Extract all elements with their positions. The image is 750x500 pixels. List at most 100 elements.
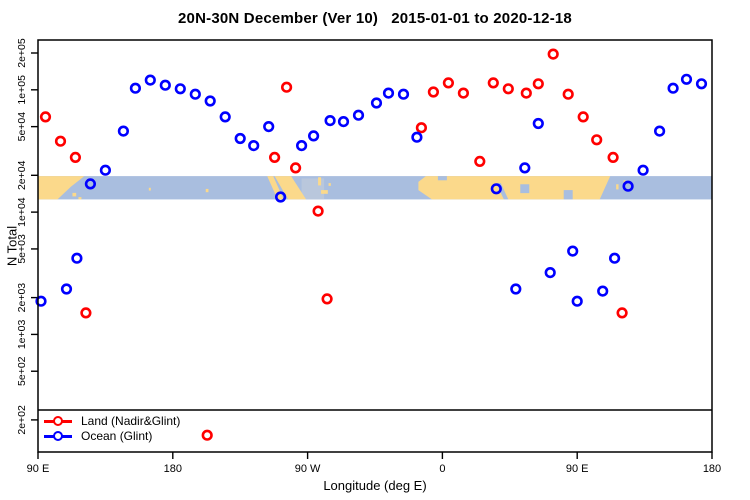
chart-title: 20N-30N December (Ver 10) 2015-01-01 to … [178,10,572,27]
ocean-data-point [532,117,544,130]
ocean-data-point [60,283,73,295]
land-data-point [269,151,281,163]
land-data-point [80,307,92,319]
x-tick-label: 90 E [566,463,589,475]
y-tick-label: 2e+02 [16,405,28,435]
land-data-point [474,155,486,167]
map-water-bay-of-bengal [563,190,573,200]
ocean-data-point [597,285,609,297]
land-data-point [442,77,455,89]
map-island [321,190,328,194]
ocean-data-point [71,252,83,264]
land-data-point [577,111,589,123]
ocean-data-point [219,111,231,123]
y-tick-label: 2e+03 [16,283,28,313]
land-data-point [520,87,532,99]
ocean-data-point [204,95,216,107]
ocean-data-point [567,245,579,257]
map-island [616,184,619,190]
ocean-data-point [159,79,171,91]
y-tick-label: 5e+02 [16,356,28,386]
land-data-point [591,134,603,146]
ocean-data-point [490,183,502,195]
legend-item-ocean: Ocean (Glint) [44,429,152,443]
map-island [318,177,322,186]
ocean-data-point [653,125,666,137]
ocean-data-point [337,115,350,128]
ocean-data-point [35,295,47,307]
ocean-data-point [144,74,156,86]
x-tick-label: 90 W [295,463,321,475]
y-tick-label: 5e+04 [16,112,28,142]
map-land-mexico [274,176,307,200]
ocean-data-point [510,283,522,295]
y-tick-label: 1e+04 [16,197,28,227]
ocean-series-marker-icon [44,430,72,441]
ocean-data-point [397,88,410,100]
map-island [328,183,331,186]
ocean-data-point [352,109,365,121]
land-data-point [616,307,628,319]
ocean-data-point [411,131,423,143]
legend-item-land: Land (Nadir&Glint) [44,414,180,428]
ocean-data-point [544,267,556,279]
map-island [72,192,77,197]
ocean-data-point [296,140,308,152]
map-land-africa-arabia-asia [418,176,611,200]
map-water-mediterranean [437,176,447,181]
y-tick-label: 2e+05 [16,38,28,68]
x-tick-label: 180 [703,463,721,475]
x-axis-label: Longitude (deg E) [323,478,427,493]
land-data-point [427,86,440,98]
ocean-data-point [234,132,246,145]
ocean-data-point [248,140,260,152]
land-data-point [321,293,333,305]
ocean-data-point [519,162,531,174]
y-axis-label: N Total [4,225,20,267]
ocean-data-point [382,87,395,99]
y-tick-label: 5e+03 [16,234,28,264]
x-tick-label: 90 E [27,463,50,475]
ocean-data-point [637,164,649,176]
land-data-point [290,162,302,174]
land-data-point [502,83,514,95]
map-land-asia-east [38,176,85,200]
map-band-ocean [38,176,712,200]
land-data-point [415,122,428,134]
ocean-data-point [571,295,583,307]
ocean-data-point [174,83,186,95]
land-data-point [457,87,470,99]
ocean-data-point [695,78,708,90]
land-data-point [532,78,544,90]
ocean-data-point [189,88,201,100]
land-data-point [312,205,324,217]
map-island [623,180,626,184]
ocean-data-point [84,178,96,190]
ocean-data-point [667,82,679,94]
map-island [78,197,82,200]
ocean-data-point [608,252,621,264]
land-data-point [281,81,293,93]
x-tick-label: 0 [439,463,445,475]
land-data-point [39,111,52,123]
y-tick-label: 1e+03 [16,320,28,350]
ocean-data-point [117,125,129,137]
map-island [205,188,209,193]
ocean-data-point [324,114,336,127]
map-water-persian-gulf [520,184,530,194]
ocean-data-point [275,191,287,203]
legend-label-land: Land (Nadir&Glint) [81,414,181,428]
land-series-marker-icon [44,415,72,426]
ocean-data-point [263,120,275,133]
ocean-data-point [370,97,383,109]
plot-border [37,39,713,453]
ocean-data-point [99,164,111,176]
ocean-data-point [622,180,634,192]
x-tick-label: 180 [164,463,182,475]
y-tick-label: 1e+05 [16,75,28,105]
land-data-point [607,151,619,163]
land-data-point [54,135,67,147]
ocean-data-point [308,130,320,142]
